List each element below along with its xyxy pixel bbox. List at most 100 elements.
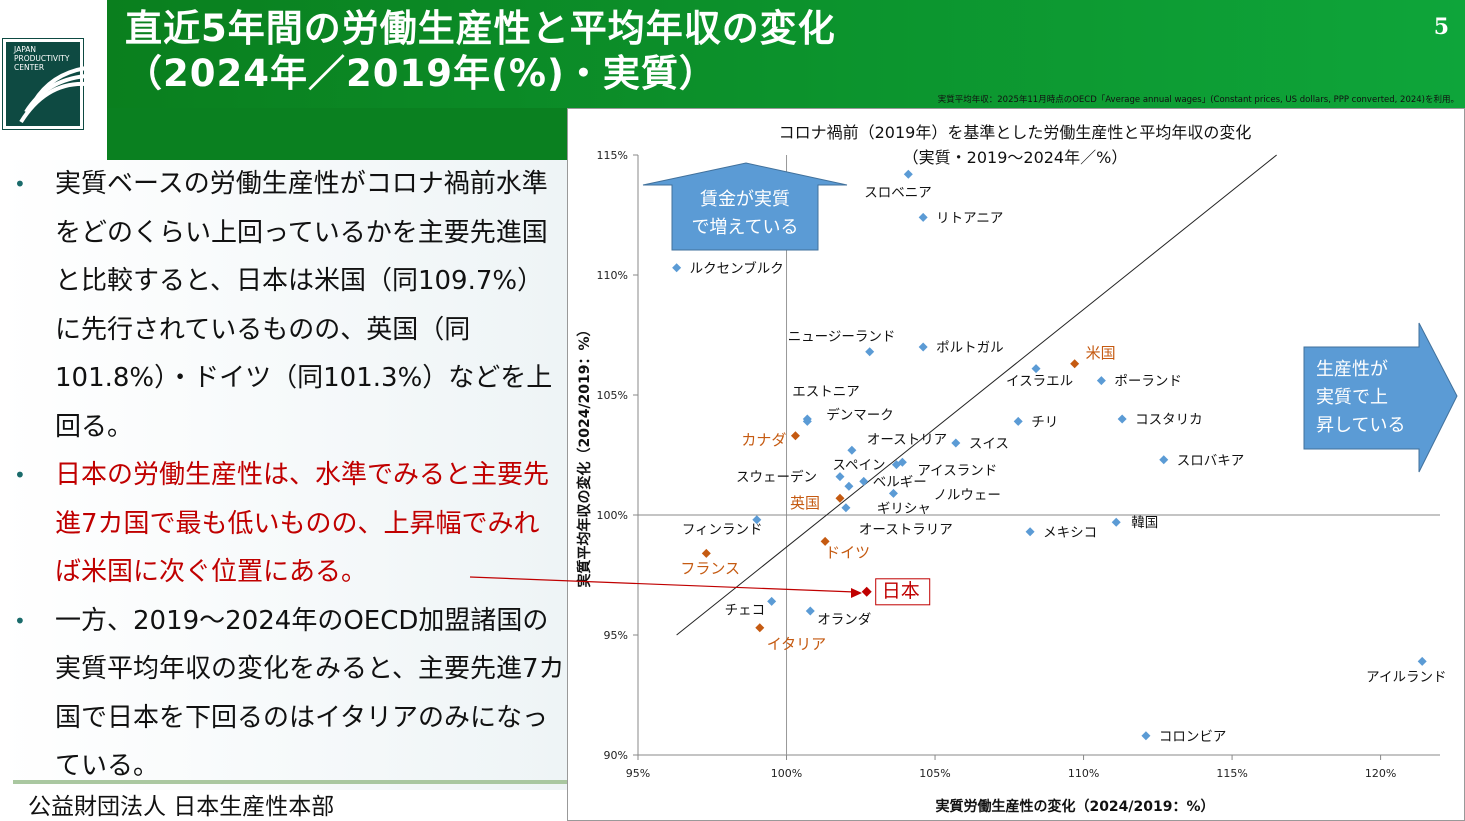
- data-point-label: ベルギー: [873, 474, 927, 490]
- data-point-marker: [802, 416, 812, 426]
- data-point-label: スイス: [969, 436, 1009, 452]
- data-point-marker: [844, 481, 854, 491]
- data-point-marker: [1096, 376, 1106, 386]
- chart-subtitle: （実質・2019～2024年／%）: [903, 148, 1128, 167]
- data-point-label: ギリシャ: [877, 501, 931, 517]
- data-point-marker: [1031, 364, 1041, 374]
- data-point-label: オランダ: [817, 612, 871, 628]
- y-axis-label: 実質平均年収の変化（2024/2019：%）: [576, 322, 593, 587]
- data-point-marker: [897, 457, 907, 467]
- data-point-marker: [1111, 517, 1121, 527]
- data-point-marker: [820, 536, 830, 546]
- x-tick-label: 95%: [626, 767, 650, 780]
- data-point-label: ノルウェー: [933, 487, 1001, 503]
- data-point-marker: [841, 503, 851, 513]
- data-point-label: カナダ: [741, 431, 786, 449]
- left-panel: [0, 160, 567, 790]
- data-point-label: ポーランド: [1114, 374, 1182, 390]
- bullet-marker: •: [14, 172, 26, 196]
- data-point-label: スロバキア: [1177, 453, 1245, 469]
- data-point-label: アイスランド: [917, 463, 997, 479]
- bullet-marker: •: [14, 608, 26, 633]
- header-tab: [107, 108, 567, 160]
- data-point-label: エストニア: [792, 384, 860, 400]
- bullet-text: 一方、2019～2024年のOECD加盟諸国の実質平均年収の変化をみると、主要先…: [55, 605, 565, 782]
- data-point-marker: [859, 476, 869, 486]
- data-point-label: デンマーク: [826, 406, 894, 423]
- data-point-label: リトアニア: [936, 210, 1003, 226]
- data-point-label: チェコ: [725, 602, 766, 618]
- footer-org: 公益財団法人 日本生産性本部: [28, 794, 335, 820]
- data-point-label: チリ: [1031, 414, 1058, 430]
- bullet-item: • 実質ベースの労働生産性がコロナ禍前水準をどのくらい上回っているかを主要先進国と…: [10, 160, 565, 451]
- y-tick-label: 100%: [597, 509, 628, 522]
- data-point-label: ドイツ: [825, 543, 870, 561]
- y-tick-label: 105%: [597, 389, 628, 402]
- bullet-text: 日本の労働生産性は、水準でみると主要先進7カ国で最も低いものの、上昇幅でみれば米…: [55, 460, 550, 587]
- data-point-marker: [865, 347, 875, 357]
- data-point-marker: [805, 606, 815, 616]
- title-line-2: （2024年／2019年(%)・実質）: [125, 52, 717, 95]
- logo-text: CENTER: [14, 63, 45, 72]
- page-number: 5: [1433, 14, 1449, 40]
- y-tick-label: 110%: [597, 269, 628, 282]
- bullet-text: 実質ベースの労働生産性がコロナ禍前水準をどのくらい上回っているかを主要先進国と比…: [55, 169, 553, 442]
- data-point-label: ニュージーランド: [788, 329, 896, 345]
- data-point-label: コスタリカ: [1135, 412, 1203, 428]
- footer-rule: [13, 780, 568, 784]
- callout-up-arrow: [642, 162, 848, 251]
- data-point-label: ポルトガル: [936, 340, 1004, 356]
- data-point-label: スペイン: [832, 458, 885, 474]
- data-point-marker: [701, 548, 711, 558]
- data-point-label: アイルランド: [1366, 669, 1446, 685]
- page-title: 直近5年間の労働生産性と平均年収の変化 （2024年／2019年(%)・実質）: [125, 6, 836, 96]
- japan-pointer-arrowhead: [851, 588, 862, 598]
- source-note: 実質平均年収：2025年11月時点のOECD「Average annual wa…: [937, 95, 1459, 105]
- data-point-label: ルクセンブルク: [690, 260, 784, 277]
- reference-line: [676, 154, 1277, 636]
- data-point-marker: [1013, 416, 1023, 426]
- data-point-marker: [861, 586, 872, 597]
- data-point-marker: [835, 493, 845, 503]
- data-point-label: 米国: [1086, 344, 1116, 362]
- bullet-list: • 実質ベースの労働生産性がコロナ禍前水準をどのくらい上回っているかを主要先進国と…: [10, 160, 565, 791]
- bullet-item: • 一方、2019～2024年のOECD加盟諸国の実質平均年収の変化をみると、主要…: [10, 597, 565, 791]
- data-point-marker: [1159, 455, 1169, 465]
- data-point-label: フィンランド: [682, 522, 763, 538]
- data-point-label: スロベニア: [864, 185, 932, 201]
- y-tick-label: 90%: [604, 749, 628, 762]
- data-point-marker: [1025, 527, 1035, 537]
- data-point-marker: [918, 212, 928, 222]
- data-point-marker: [903, 169, 913, 179]
- data-point-label: コロンビア: [1159, 729, 1227, 745]
- data-point-marker: [672, 263, 682, 273]
- data-point-marker: [1070, 359, 1080, 369]
- x-tick-label: 110%: [1068, 767, 1099, 780]
- data-point-marker: [835, 472, 845, 482]
- data-point-label: オーストリア: [867, 432, 947, 448]
- data-point-marker: [951, 438, 961, 448]
- data-point-label: メキシコ: [1043, 525, 1097, 541]
- y-tick-label: 115%: [597, 149, 628, 162]
- data-point-label: オーストラリア: [859, 522, 953, 538]
- x-tick-label: 115%: [1216, 767, 1247, 780]
- japan-label-box: [875, 578, 931, 606]
- x-tick-label: 105%: [919, 767, 950, 780]
- callout-up-text: で増えている: [691, 217, 798, 238]
- data-point-label: 韓国: [1131, 515, 1158, 531]
- logo-arcs-icon: [19, 66, 86, 124]
- data-point-marker: [847, 445, 857, 455]
- y-tick-label: 95%: [604, 629, 628, 642]
- callout-right-text: 生産性が: [1316, 359, 1388, 380]
- callout-right-arrow: [1303, 322, 1458, 473]
- data-point-label: スウェーデン: [736, 469, 817, 486]
- data-point-marker: [1417, 656, 1427, 666]
- callout-right-text: 実質で上: [1316, 387, 1388, 408]
- data-point-label: イスラエル: [1006, 374, 1073, 390]
- data-point-marker: [755, 623, 765, 633]
- callout-right-text: 昇している: [1316, 415, 1405, 436]
- header-band: [107, 0, 1465, 108]
- logo-text: PRODUCTIVITY: [14, 54, 70, 63]
- x-axis-label: 実質労働生産性の変化（2024/2019：%）: [935, 798, 1214, 815]
